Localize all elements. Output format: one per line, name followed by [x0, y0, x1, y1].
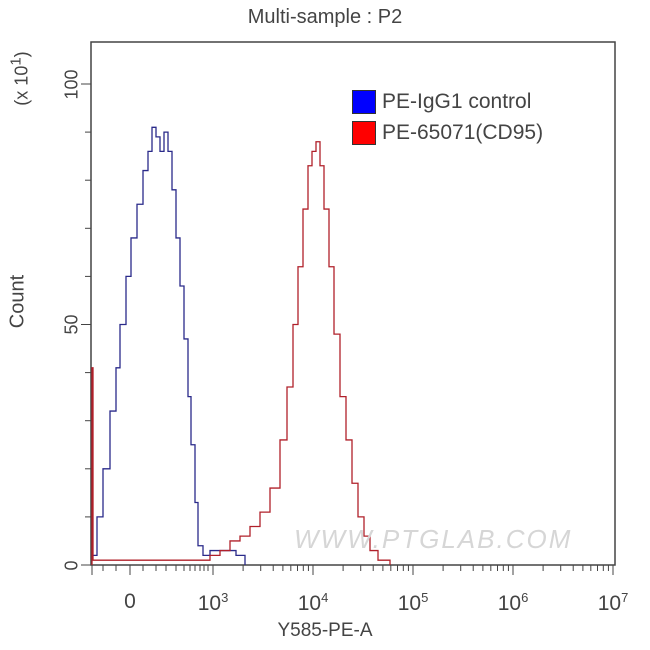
- y-tick-0: 0: [61, 560, 82, 571]
- x-tick-1e5: 105: [397, 590, 429, 615]
- y-tick-50: 50: [61, 314, 82, 335]
- y-axis-ticks: [81, 83, 91, 566]
- x-tick-1e6: 106: [497, 590, 529, 615]
- watermark: WWW.PTGLAB.COM: [294, 524, 573, 554]
- x-tick-1e7: 107: [597, 590, 629, 615]
- x-tick-1e4: 104: [297, 590, 329, 615]
- x-axis-label: Y585-PE-A: [277, 620, 373, 641]
- y-scale-label: (x 101): [7, 51, 32, 106]
- x-tick-0: 0: [124, 590, 136, 613]
- legend-swatch-red: [352, 120, 376, 145]
- series-cd95: [91, 141, 391, 565]
- legend-item-igg1: PE-IgG1 control: [352, 86, 543, 117]
- y-tick-100: 100: [61, 69, 82, 100]
- legend-item-cd95: PE-65071(CD95): [352, 117, 543, 148]
- x-tick-1e3: 103: [197, 590, 229, 615]
- plot-frame: [90, 41, 616, 566]
- series-igg1-control: [92, 126, 246, 565]
- chart-title: Multi-sample : P2: [247, 6, 403, 28]
- legend-swatch-blue: [352, 89, 376, 114]
- legend: PE-IgG1 control PE-65071(CD95): [352, 86, 543, 148]
- y-axis-label: Count: [6, 274, 29, 329]
- x-axis-ticks: [91, 565, 614, 575]
